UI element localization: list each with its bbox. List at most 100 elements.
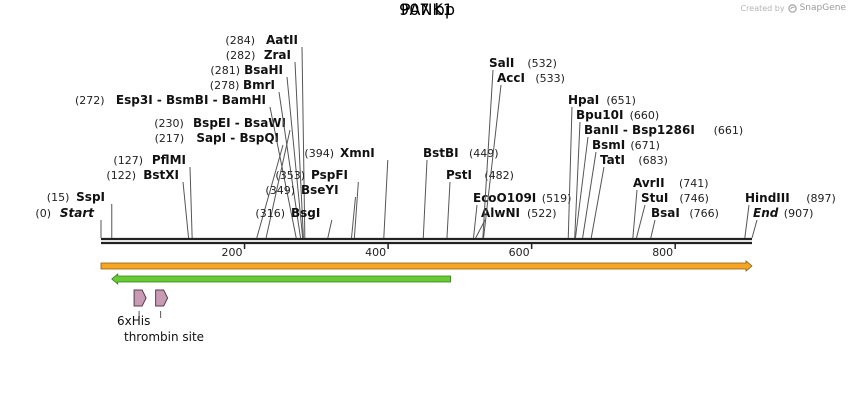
site-leader-line: [744, 204, 750, 239]
site-leader-line: [294, 61, 304, 239]
site-bmri[interactable]: BmrI(278): [210, 78, 302, 239]
site-end[interactable]: End (907): [751, 206, 813, 239]
site-name: BanII - Bsp1286I: [584, 123, 695, 137]
branding: Created by SnapGene: [741, 3, 846, 13]
site-position: (661): [714, 124, 744, 137]
site-bspei-bsawi[interactable]: BspEI - BsaWI (230): [154, 116, 291, 239]
site-position: (230): [154, 117, 184, 130]
site-pflmi[interactable]: PflMI (127): [113, 153, 193, 239]
site-position: (746): [679, 192, 709, 205]
site-sali[interactable]: SalI (532): [482, 56, 557, 239]
site-name: EcoO109I: [473, 191, 536, 205]
site-bsgi[interactable]: (316) BsgI: [255, 206, 333, 239]
site-alwni[interactable]: AlwNI (522): [475, 206, 557, 239]
site-hindiii[interactable]: HindIII (897): [744, 191, 836, 239]
site-position: (284): [225, 34, 255, 47]
site-name: BstXI: [143, 168, 179, 182]
site-name: BstBI: [423, 146, 459, 160]
site-name: XmnI: [340, 146, 375, 160]
site-position: (272): [75, 94, 105, 107]
site-bsai[interactable]: BsaI (766): [650, 206, 719, 239]
site-start[interactable]: Start (0): [35, 206, 102, 238]
site-name: BsmI: [592, 138, 625, 152]
site-sapi-bspqi[interactable]: SapI - BspQI (217): [155, 131, 284, 239]
site-position: (522): [527, 207, 557, 220]
site-position: (122): [106, 169, 136, 182]
site-hpai[interactable]: HpaI (651): [567, 93, 636, 239]
site-bpu10i[interactable]: Bpu10I (660): [574, 108, 660, 239]
site-leader-line: [473, 204, 478, 239]
site-position: (660): [630, 109, 660, 122]
site-acci[interactable]: AccI (533): [483, 71, 565, 239]
site-avrii[interactable]: AvrII (741): [632, 176, 709, 239]
site-leader-line: [751, 219, 758, 239]
feature-label: 6xHis: [117, 314, 150, 328]
site-aatii[interactable]: AatII (284): [225, 33, 306, 239]
site-name: Start: [60, 206, 95, 220]
site-name: BsaI: [651, 206, 680, 220]
ruler-tick-label: 400: [365, 246, 386, 259]
site-bseyi[interactable]: (349) BseYI: [265, 183, 356, 239]
site-leader-line: [582, 151, 597, 239]
site-leader-line: [278, 91, 302, 239]
site-leader-line: [635, 204, 646, 239]
site-position: (15): [47, 191, 70, 204]
site-stui[interactable]: StuI (746): [635, 191, 709, 239]
site-name: SapI - BspQI: [196, 131, 279, 145]
site-sspi[interactable]: SspI (15): [47, 190, 113, 238]
site-name: BspEI - BsaWI: [193, 116, 286, 130]
site-name: BsaHI: [244, 63, 283, 77]
site-leader-line: [574, 121, 581, 239]
site-name: Bpu10I: [576, 108, 623, 122]
site-position: (532): [527, 57, 557, 70]
site-name: AccI: [497, 71, 525, 85]
construct-length: 907 bp: [399, 0, 455, 19]
site-name: Esp3I - BsmBI - BamHI: [116, 93, 266, 107]
site-name: End: [753, 206, 779, 220]
site-position: (353): [275, 169, 305, 182]
site-psti[interactable]: PstI (482): [446, 168, 514, 239]
feature-label: thrombin site: [124, 330, 204, 344]
feature-thrombin-site[interactable]: thrombin site: [124, 289, 204, 344]
site-bstbi[interactable]: BstBI (449): [422, 146, 499, 239]
site-leader-line: [182, 181, 190, 239]
site-leader-line: [327, 219, 333, 239]
site-esp3i-bsmbi-bamhi[interactable]: Esp3I - BsmBI - BamHI (272): [75, 93, 297, 239]
feature-6xhis[interactable]: 6xHis: [117, 289, 150, 328]
site-name: AvrII: [633, 176, 665, 190]
site-tati[interactable]: TatI (683): [590, 153, 668, 239]
site-position: (482): [484, 169, 514, 182]
site-banii-bsp1286i[interactable]: BanII - Bsp1286I (661): [574, 123, 744, 239]
site-position: (651): [606, 94, 636, 107]
site-name: BseYI: [301, 183, 339, 197]
orange-feature[interactable]: [100, 260, 753, 272]
site-position: (127): [113, 154, 143, 167]
site-bsahi[interactable]: BsaHI (281): [210, 63, 304, 239]
site-position: (316): [255, 207, 285, 220]
site-leader-line: [286, 76, 304, 239]
site-leader-line: [301, 46, 306, 239]
site-bsmi[interactable]: BsmI (671): [582, 138, 660, 239]
snapgene-brand: SnapGene: [799, 3, 846, 13]
site-leader-line: [590, 166, 605, 239]
site-position: (282): [226, 49, 256, 62]
site-position: (217): [155, 132, 185, 145]
site-zrai[interactable]: ZraI (282): [226, 48, 304, 239]
site-xmni[interactable]: (394) XmnI: [304, 146, 389, 239]
site-name: PflMI: [152, 153, 186, 167]
site-name: BmrI: [243, 78, 275, 92]
site-bstxi[interactable]: BstXI (122): [106, 168, 190, 239]
site-position: (278): [210, 79, 240, 92]
site-name: BsgI: [291, 206, 320, 220]
site-pspfi[interactable]: (353) PspFI: [275, 168, 359, 239]
site-leader-line: [446, 181, 451, 239]
site-position: (671): [630, 139, 660, 152]
site-leader-line: [650, 219, 656, 239]
site-name: HindIII: [745, 191, 790, 205]
site-name: SspI: [76, 190, 105, 204]
green-feature[interactable]: [111, 273, 451, 285]
site-leader-line: [482, 69, 494, 239]
site-name: PstI: [446, 168, 472, 182]
site-leader-line: [383, 159, 389, 239]
